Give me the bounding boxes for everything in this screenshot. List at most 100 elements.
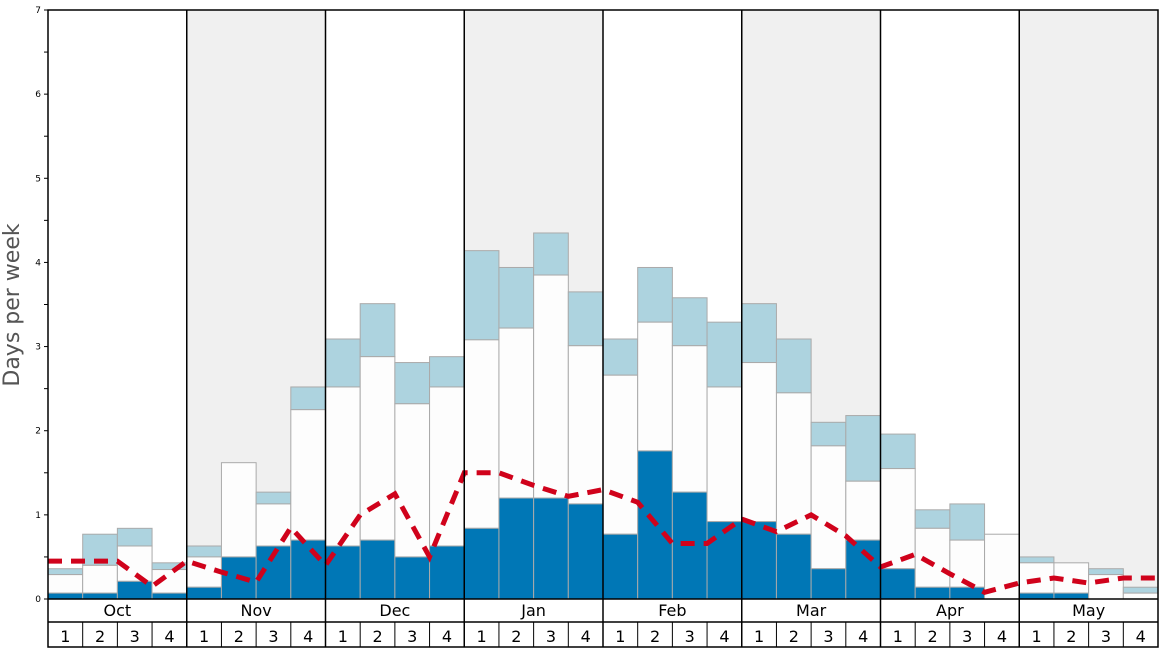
week-label: 1 <box>477 627 487 646</box>
bar-light-segment <box>533 232 569 276</box>
bar-dark-segment <box>706 521 743 600</box>
bar-middle-segment <box>567 345 604 505</box>
bar-middle-segment <box>810 445 847 570</box>
bar-light-segment <box>394 362 431 405</box>
bar-dark-segment <box>1018 592 1055 600</box>
bar-dark-segment <box>290 539 326 600</box>
bar-dark-segment <box>810 568 847 600</box>
month-shade <box>1019 10 1158 599</box>
bar-dark-segment <box>602 533 639 600</box>
week-label: 2 <box>650 627 660 646</box>
bar-light-segment <box>810 421 847 447</box>
bar-dark-segment <box>741 521 777 600</box>
bar-dark-segment <box>567 503 604 600</box>
bar-dark-segment <box>914 586 951 600</box>
bar-middle-segment <box>359 356 396 541</box>
month-label: Nov <box>241 601 272 620</box>
bar-light-segment <box>463 250 500 341</box>
bar-light-segment <box>116 527 153 547</box>
week-label: 2 <box>95 627 105 646</box>
week-label: 3 <box>546 627 556 646</box>
bar-light-segment <box>671 297 708 347</box>
bar-middle-segment <box>394 403 431 558</box>
bar-light-segment <box>845 415 881 482</box>
bar-light-segment <box>47 568 84 576</box>
month-label: Mar <box>796 601 827 620</box>
week-label: 3 <box>130 627 140 646</box>
bar-light-segment <box>1088 568 1124 576</box>
bar-middle-segment <box>429 386 465 547</box>
y-tick-label: 7 <box>35 6 41 16</box>
bar-light-segment <box>1122 586 1159 594</box>
week-label: 1 <box>1032 627 1042 646</box>
bar-middle-segment <box>775 392 812 535</box>
bar-light-segment <box>255 491 292 505</box>
y-axis-label: Days per week <box>0 223 25 386</box>
bar-dark-segment <box>116 580 153 600</box>
week-label: 1 <box>338 627 348 646</box>
y-tick-label: 1 <box>35 511 41 521</box>
bar-middle-segment <box>220 462 257 558</box>
bar-dark-segment <box>359 539 396 600</box>
week-label: 1 <box>60 627 70 646</box>
y-tick-label: 3 <box>35 343 41 353</box>
month-label: Apr <box>936 601 964 620</box>
week-label: 3 <box>407 627 417 646</box>
week-label: 1 <box>893 627 903 646</box>
bar-light-segment <box>498 266 535 329</box>
bar-dark-segment <box>775 533 812 600</box>
week-label: 1 <box>199 627 209 646</box>
week-label: 2 <box>789 627 799 646</box>
bar-middle-segment <box>949 539 986 588</box>
bar-light-segment <box>359 303 396 358</box>
y-tick-label: 2 <box>35 427 41 437</box>
bar-middle-segment <box>47 574 84 594</box>
bar-dark-segment <box>498 497 535 600</box>
bar-light-segment <box>914 509 951 529</box>
week-label: 2 <box>372 627 382 646</box>
week-label: 1 <box>615 627 625 646</box>
bar-dark-segment <box>47 592 84 600</box>
week-label: 2 <box>234 627 244 646</box>
bar-light-segment <box>949 503 986 541</box>
bar-middle-segment <box>741 362 777 523</box>
bar-light-segment <box>706 321 743 388</box>
week-label: 3 <box>962 627 972 646</box>
bar-middle-segment <box>845 480 881 541</box>
bar-middle-segment <box>706 386 743 523</box>
bar-light-segment <box>567 291 604 347</box>
week-label: 4 <box>581 627 591 646</box>
bar-dark-segment <box>533 497 569 600</box>
bar-dark-segment <box>463 527 500 600</box>
bar-dark-segment <box>845 539 881 600</box>
bar-dark-segment <box>1053 592 1090 600</box>
month-label: Oct <box>104 601 132 620</box>
bars <box>47 232 1159 600</box>
bar-middle-segment <box>637 321 673 452</box>
y-tick-label: 6 <box>35 90 41 100</box>
bar-middle-segment <box>602 374 639 535</box>
bar-dark-segment <box>394 556 431 600</box>
bar-light-segment <box>186 545 222 558</box>
week-label: 4 <box>858 627 868 646</box>
bar-middle-segment <box>1122 592 1159 600</box>
month-label: May <box>1072 601 1105 620</box>
week-label: 3 <box>268 627 278 646</box>
bar-dark-segment <box>949 586 986 600</box>
week-label: 4 <box>164 627 174 646</box>
average-line-path <box>48 470 1158 595</box>
bar-middle-segment <box>914 527 951 588</box>
average-line <box>48 470 1158 595</box>
week-label: 3 <box>823 627 833 646</box>
month-label: Jan <box>520 601 546 620</box>
week-label: 3 <box>1101 627 1111 646</box>
week-label: 3 <box>685 627 695 646</box>
bar-light-segment <box>741 303 777 364</box>
week-label: 4 <box>442 627 452 646</box>
bar-light-segment <box>880 433 916 470</box>
bar-dark-segment <box>429 545 465 600</box>
bar-middle-segment <box>290 409 326 541</box>
bar-light-segment <box>325 338 361 388</box>
week-label: 4 <box>997 627 1007 646</box>
